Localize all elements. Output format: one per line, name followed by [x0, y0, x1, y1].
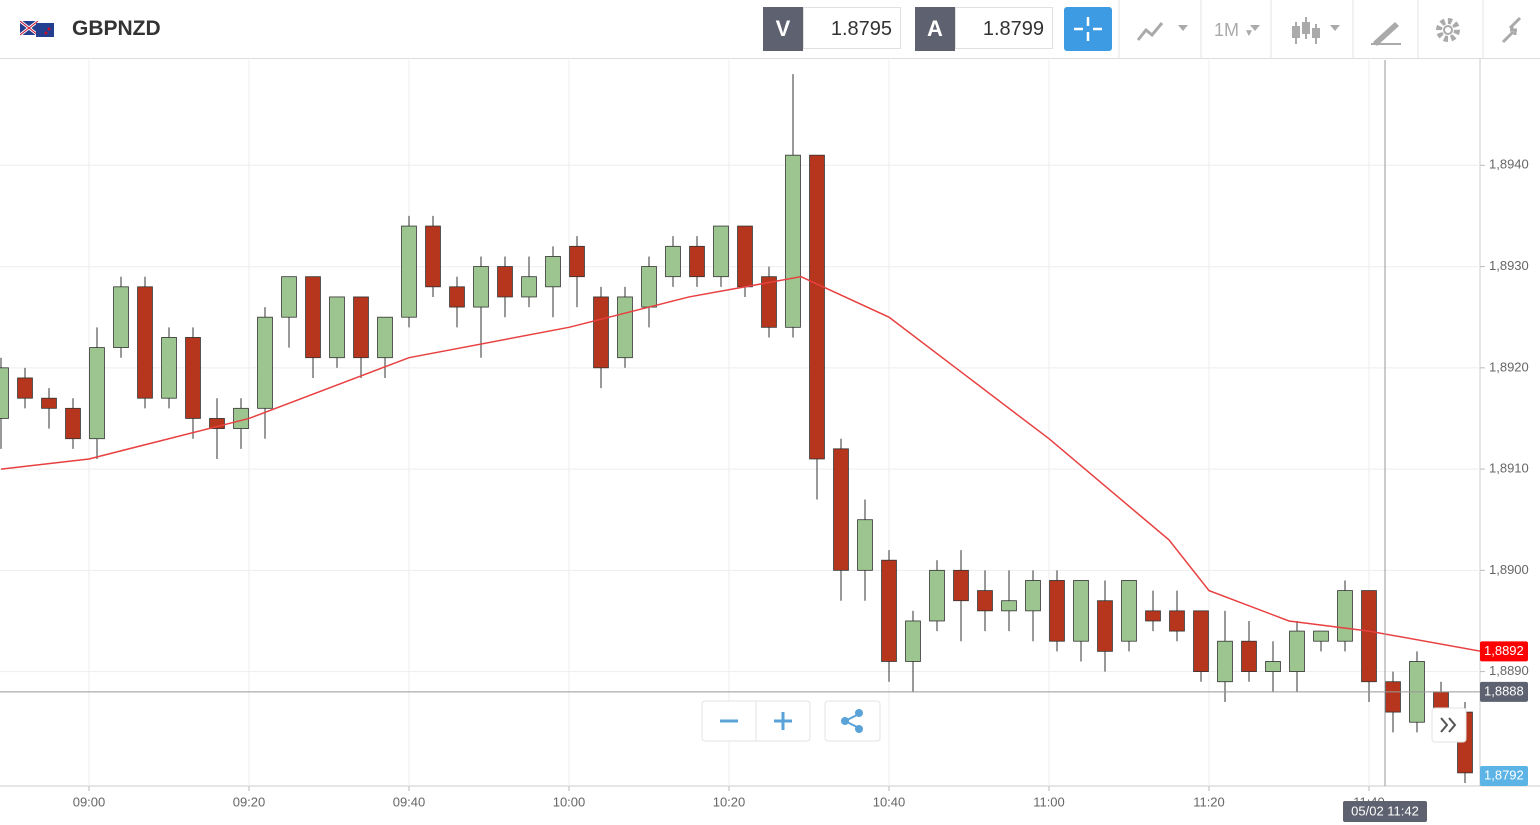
- x-tick-label: 09:00: [73, 794, 106, 809]
- price-label-box: [1480, 641, 1528, 662]
- candle-body: [593, 296, 609, 369]
- price-label: 1,8892: [1484, 643, 1524, 658]
- last-price-box: [1480, 766, 1528, 786]
- candle-body: [1073, 580, 1089, 642]
- candle-body: [137, 286, 153, 399]
- candle-body: [1001, 600, 1017, 612]
- candle-body: [89, 347, 105, 440]
- crosshair-y-box: [1480, 681, 1528, 702]
- candle-body: [785, 154, 801, 328]
- candle-body: [881, 559, 897, 662]
- x-tick-label: 10:40: [873, 794, 906, 809]
- candle-body: [809, 154, 825, 460]
- candle-body: [1145, 610, 1161, 622]
- y-tick-label: 1,8910: [1489, 461, 1529, 476]
- candle-body: [737, 225, 753, 288]
- candle-body: [1265, 661, 1281, 672]
- bid-price: 1.8795: [803, 7, 901, 49]
- candle-body: [1049, 580, 1065, 642]
- candle-body: [761, 276, 777, 328]
- candle-body: [0, 367, 9, 419]
- candle-body: [497, 266, 513, 298]
- x-tick-label: 10:20: [713, 794, 746, 809]
- candle-body: [1193, 610, 1209, 672]
- y-tick-label: 1,8920: [1489, 359, 1529, 374]
- candle-body: [281, 276, 297, 318]
- candle-body: [41, 397, 57, 409]
- candle-body: [953, 569, 969, 602]
- toolbar-icons[interactable]: [1118, 0, 1540, 58]
- candle-body: [545, 256, 561, 288]
- candle-body: [569, 245, 585, 278]
- bid-label: V: [763, 7, 803, 51]
- candle-body: [617, 296, 633, 359]
- candle-body: [305, 276, 321, 359]
- candle-body: [185, 337, 201, 419]
- chart: 1,8890 1,8900 1,8910 1,8920 1,8930 1,8940 09:0…: [0, 59, 1540, 822]
- ask-price: 1.8799: [955, 7, 1053, 49]
- candle-body: [1121, 580, 1137, 642]
- share-button[interactable]: [824, 700, 881, 742]
- candle-body: [641, 266, 657, 308]
- candle-body: [689, 245, 705, 278]
- candle-body: [905, 620, 921, 662]
- candle-body: [473, 266, 489, 308]
- candle-body: [113, 286, 129, 348]
- candle-body: [1289, 630, 1305, 672]
- crosshair-x-box: [1343, 801, 1427, 822]
- zoom-controls: [701, 700, 1467, 743]
- crosshair-y-label: 1,8888: [1484, 683, 1524, 698]
- last-price-label: 1,8792: [1484, 767, 1524, 782]
- candle-body: [521, 276, 537, 298]
- x-tick-label: 09:40: [393, 794, 426, 809]
- candle-body: [17, 377, 33, 399]
- candle-body: [977, 590, 993, 612]
- candle-body: [161, 337, 177, 399]
- y-tick-label: 1,8900: [1489, 562, 1529, 577]
- candle-body: [449, 286, 465, 308]
- candle-body: [1097, 600, 1113, 652]
- candle-body: [257, 316, 273, 409]
- candle-body: [1337, 590, 1353, 642]
- y-tick-label: 1,8930: [1489, 258, 1529, 273]
- ask-label: A: [915, 7, 955, 51]
- flag-icon: [20, 21, 54, 37]
- x-tick-label: 11:00: [1033, 794, 1065, 809]
- scroll-end-button[interactable]: [1431, 707, 1467, 743]
- candle-body: [65, 407, 81, 440]
- candle-body: [1361, 590, 1377, 683]
- candle-body: [929, 569, 945, 622]
- toolbar: GBPNZD V 1.8795 A 1.8799 1M ▼: [0, 0, 1540, 59]
- candle-body: [377, 316, 393, 359]
- candle-body: [1169, 610, 1185, 632]
- x-tick-label: 09:20: [233, 794, 266, 809]
- candle-body: [1217, 640, 1233, 683]
- x-tick-label: 11:20: [1193, 794, 1225, 809]
- crosshair-x-label: 05/02 11:42: [1351, 803, 1419, 818]
- candle-body: [713, 225, 729, 278]
- y-tick-label: 1,8890: [1489, 663, 1529, 678]
- candle-body: [1313, 630, 1329, 642]
- candle-body: [857, 519, 873, 571]
- candle-body: [425, 225, 441, 288]
- candle-body: [353, 296, 369, 359]
- x-tick-label: 10:00: [553, 794, 586, 809]
- zoom-in[interactable]: [774, 712, 792, 730]
- candle-body: [209, 418, 225, 429]
- candle-body: [833, 448, 849, 571]
- candle-body: [1385, 681, 1401, 713]
- candle-body: [401, 225, 417, 318]
- candle-body: [1241, 640, 1257, 672]
- candle-body: [329, 296, 345, 359]
- crosshair-button[interactable]: [1064, 7, 1112, 51]
- y-tick-label: 1,8940: [1489, 157, 1529, 172]
- candle-body: [665, 245, 681, 278]
- symbol: GBPNZD: [72, 17, 161, 40]
- timeframe[interactable]: 1M ▼: [1214, 20, 1254, 40]
- moving-average-line: [0, 275, 1480, 652]
- timeframe-label: 1M: [1214, 20, 1240, 40]
- candle-body: [1025, 580, 1041, 612]
